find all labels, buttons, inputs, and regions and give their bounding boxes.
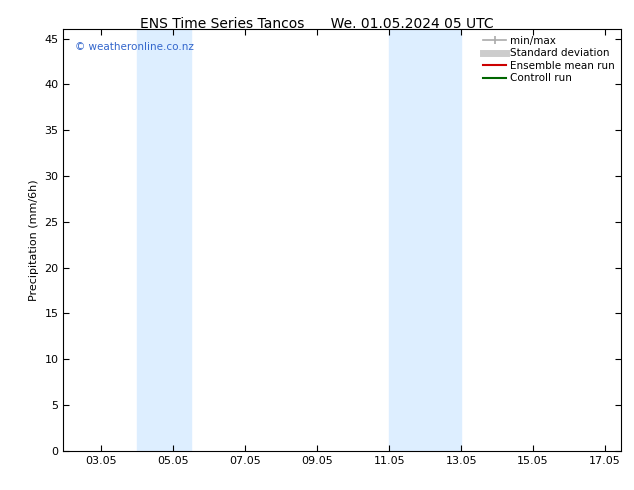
Y-axis label: Precipitation (mm/6h): Precipitation (mm/6h) bbox=[29, 179, 39, 301]
Bar bbox=[389, 29, 461, 451]
Legend: min/max, Standard deviation, Ensemble mean run, Controll run: min/max, Standard deviation, Ensemble me… bbox=[480, 32, 618, 87]
Text: © weatheronline.co.nz: © weatheronline.co.nz bbox=[75, 42, 193, 52]
Text: ENS Time Series Tancos      We. 01.05.2024 05 UTC: ENS Time Series Tancos We. 01.05.2024 05… bbox=[140, 17, 494, 31]
Bar bbox=[137, 29, 191, 451]
